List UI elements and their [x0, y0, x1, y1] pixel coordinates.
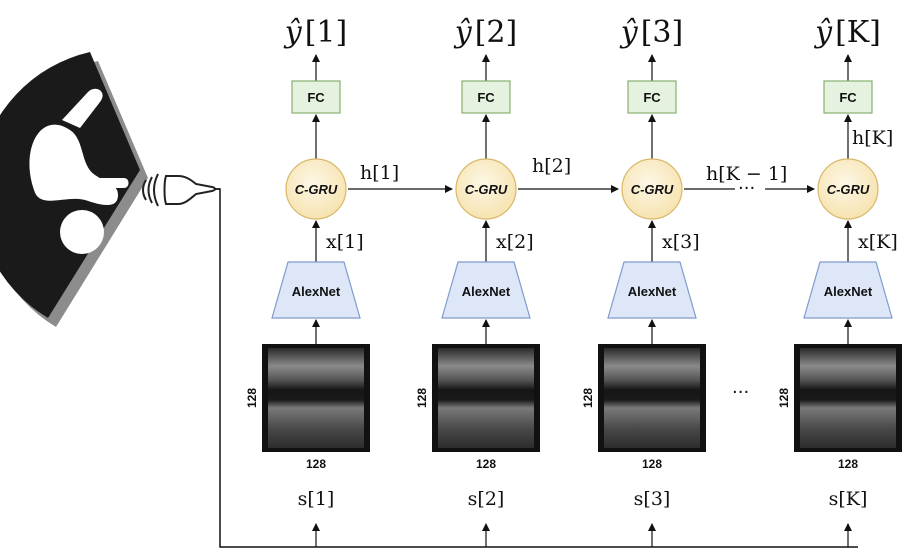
column-4: ŷ [K] FC C-GRU x[K] AlexNet 128 128 s[K]: [777, 15, 902, 547]
cgru-label: C-GRU: [465, 182, 508, 197]
fc-label: FC: [839, 90, 857, 105]
hidden-label-k-minus-1: h[K − 1]: [706, 163, 787, 185]
input-label: x[K]: [858, 231, 898, 253]
alexnet-label: AlexNet: [824, 284, 873, 299]
output-label: ŷ [2]: [453, 15, 517, 50]
signal-label: s[3]: [634, 488, 671, 510]
fetus-scan-icon: [0, 52, 148, 327]
signal-label: s[1]: [298, 488, 335, 510]
probe-cable: [215, 188, 858, 548]
cgru-label: C-GRU: [827, 182, 870, 197]
image-width-label: 128: [476, 457, 496, 471]
image-height-label: 128: [581, 388, 595, 408]
hidden-label-1: h[1]: [360, 162, 399, 184]
cgru-node: [285, 158, 347, 220]
output-label: ŷ [1]: [283, 15, 347, 50]
fc-label: FC: [477, 90, 495, 105]
input-label: x[1]: [326, 231, 364, 253]
alexnet-block: [803, 261, 893, 319]
output-label: ŷ [3]: [619, 15, 683, 50]
alexnet-block: [441, 261, 531, 319]
output-label: ŷ [K]: [813, 15, 881, 50]
image-height-label: 128: [245, 388, 259, 408]
ultrasound-probe-icon: [142, 173, 220, 207]
alexnet-block: [607, 261, 697, 319]
cgru-label: C-GRU: [295, 182, 338, 197]
alexnet-label: AlexNet: [292, 284, 341, 299]
fc-box: [823, 80, 873, 114]
fc-label: FC: [307, 90, 325, 105]
input-label: x[3]: [662, 231, 700, 253]
ultrasound-image: [604, 348, 700, 448]
column-3: ŷ [3] FC C-GRU x[3] AlexNet 128 128 s[3]: [581, 15, 706, 547]
cgru-node: [621, 158, 683, 220]
column-1: ŷ [1] FC C-GRU x[1] AlexNet 128 128 s[1]: [245, 15, 370, 547]
signal-label: s[2]: [468, 488, 505, 510]
hidden-ellipsis: ···: [738, 178, 755, 199]
hidden-label-2: h[2]: [532, 155, 571, 177]
fc-label: FC: [643, 90, 661, 105]
cgru-node: [817, 158, 879, 220]
image-width-label: 128: [642, 457, 662, 471]
signal-label: s[K]: [829, 488, 868, 510]
cgru-node: [455, 158, 517, 220]
image-height-label: 128: [415, 388, 429, 408]
image-ellipsis: ···: [732, 382, 749, 403]
image-width-label: 128: [838, 457, 858, 471]
cgru-label: C-GRU: [631, 182, 674, 197]
ultrasound-image: [268, 348, 364, 448]
image-height-label: 128: [777, 388, 791, 408]
input-label: x[2]: [496, 231, 534, 253]
fc-box: [461, 80, 511, 114]
fc-box: [291, 80, 341, 114]
fc-box: [627, 80, 677, 114]
column-2: ŷ [2] FC C-GRU x[2] AlexNet 128 128 s[2]: [415, 15, 540, 547]
alexnet-label: AlexNet: [462, 284, 511, 299]
image-width-label: 128: [306, 457, 326, 471]
ultrasound-image: [438, 348, 534, 448]
hidden-label-k: h[K]: [852, 127, 893, 149]
ultrasound-image: [800, 348, 896, 448]
alexnet-block: [271, 261, 361, 319]
alexnet-label: AlexNet: [628, 284, 677, 299]
